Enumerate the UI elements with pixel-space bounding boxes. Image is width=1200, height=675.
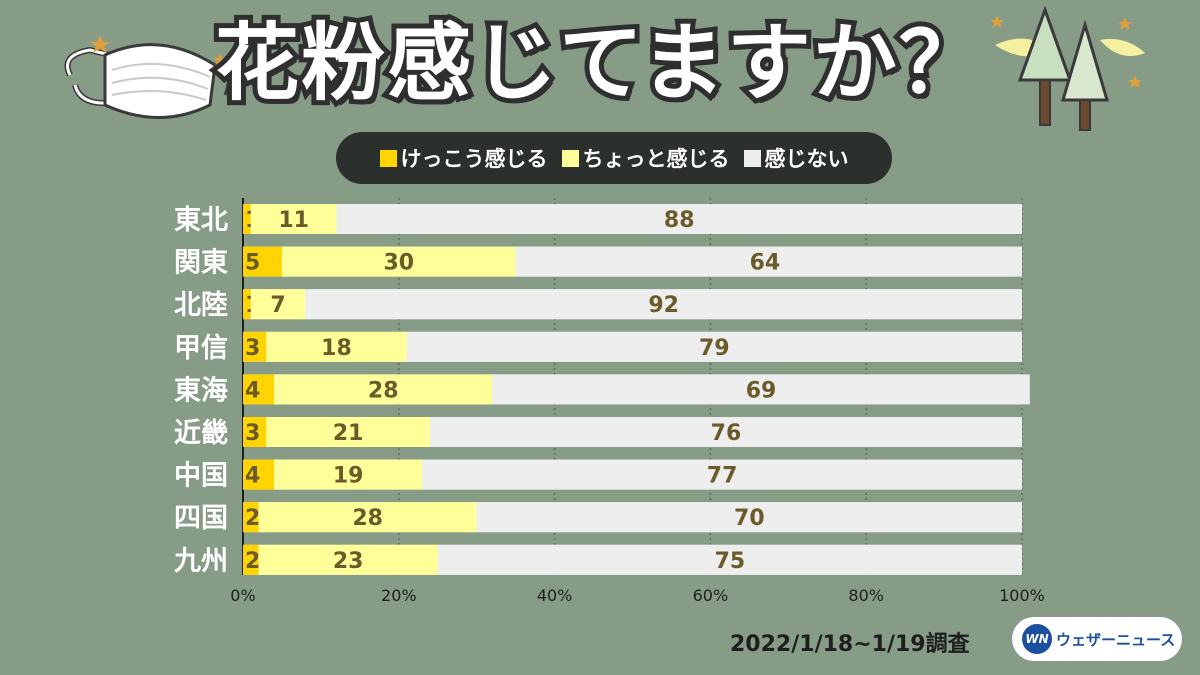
category-label: 近畿 xyxy=(174,418,228,449)
tree-illustration xyxy=(990,5,1145,131)
category-label: 東北 xyxy=(174,205,228,236)
bar-segment xyxy=(336,204,1023,234)
category-label: 東海 xyxy=(174,375,228,406)
data-label: 11 xyxy=(278,208,309,233)
category-label: 関東 xyxy=(174,248,228,279)
bar-segment xyxy=(281,246,516,277)
data-label: 21 xyxy=(333,421,364,446)
bar-segment xyxy=(243,289,251,320)
bar-segment xyxy=(243,502,259,533)
legend-label-none: 感じない xyxy=(764,147,849,171)
chart-legend: けっこう感じる ちょっと感じる 感じない xyxy=(336,132,892,184)
bar-segment xyxy=(406,331,1023,362)
data-label: 76 xyxy=(711,421,742,446)
legend-swatch-strong xyxy=(379,149,397,167)
category-label: 中国 xyxy=(174,461,228,492)
data-label: 69 xyxy=(746,378,777,403)
data-label: 92 xyxy=(648,293,679,318)
stacked-bar-chart: 1118853064179231879428693217641977228702… xyxy=(174,198,1045,605)
bar-segment xyxy=(243,374,275,405)
bar-segment xyxy=(243,204,251,234)
category-label: 甲信 xyxy=(174,333,228,364)
bar-segment xyxy=(266,331,407,362)
bar-segment xyxy=(476,502,1022,533)
bar-segment xyxy=(492,374,1030,405)
bar-segment xyxy=(243,417,267,447)
data-label: 19 xyxy=(333,464,364,489)
x-tick-label: 40% xyxy=(537,586,573,605)
bar-segment xyxy=(515,246,1015,277)
bar-segment xyxy=(243,544,259,575)
category-label: 北陸 xyxy=(174,290,228,321)
legend-item-strong: けっこう感じる xyxy=(379,143,548,173)
bar-segment xyxy=(243,459,275,490)
bar-segment xyxy=(274,374,493,405)
bar-segment xyxy=(305,289,1022,320)
brand-mark-icon: WN xyxy=(1022,624,1052,654)
bar-segment xyxy=(258,502,477,533)
bar-segment xyxy=(258,544,438,575)
bar-segment xyxy=(243,331,267,362)
legend-label-strong: けっこう感じる xyxy=(400,147,548,171)
bar-segment xyxy=(437,544,1022,575)
data-label: 64 xyxy=(750,251,781,276)
legend-item-none: 感じない xyxy=(743,143,849,173)
page-title: 花粉感じてますか？ xyxy=(210,9,988,117)
legend-swatch-none xyxy=(743,149,761,167)
data-label: 28 xyxy=(352,506,383,531)
brand-logo: WN ウェザーニュース xyxy=(1012,617,1182,661)
x-tick-label: 0% xyxy=(230,586,255,605)
data-label: 79 xyxy=(699,336,730,361)
category-label: 四国 xyxy=(174,503,228,534)
data-label: 2 xyxy=(245,506,260,531)
data-label: 18 xyxy=(321,336,352,361)
x-tick-label: 80% xyxy=(848,586,884,605)
bar-segment xyxy=(429,417,1023,447)
data-label: 4 xyxy=(245,464,260,489)
data-label: 3 xyxy=(245,336,260,361)
data-label: 30 xyxy=(383,251,414,276)
data-label: 28 xyxy=(368,378,399,403)
survey-date: 2022/1/18~1/19調査 xyxy=(730,632,970,657)
bar-segment xyxy=(266,417,430,447)
mask-illustration xyxy=(64,35,230,119)
data-label: 88 xyxy=(664,208,695,233)
data-label: 23 xyxy=(333,549,364,574)
category-label: 九州 xyxy=(174,546,228,577)
legend-item-slight: ちょっと感じる xyxy=(561,143,730,173)
bar-segment xyxy=(243,246,282,277)
data-label: 7 xyxy=(270,293,285,318)
x-tick-label: 100% xyxy=(999,586,1045,605)
data-label: 3 xyxy=(245,421,260,446)
legend-label-slight: ちょっと感じる xyxy=(582,147,730,171)
data-label: 70 xyxy=(734,506,765,531)
data-label: 4 xyxy=(245,378,260,403)
brand-name: ウェザーニュース xyxy=(1056,630,1176,649)
data-label: 5 xyxy=(245,251,260,276)
data-label: 77 xyxy=(707,464,738,489)
legend-swatch-slight xyxy=(561,149,579,167)
bar-segment xyxy=(274,459,423,490)
x-tick-label: 20% xyxy=(381,586,417,605)
bar-segment xyxy=(422,459,1022,490)
data-label: 2 xyxy=(245,549,260,574)
x-tick-label: 60% xyxy=(693,586,729,605)
data-label: 75 xyxy=(715,549,746,574)
bar-segment xyxy=(250,289,306,320)
bar-segment xyxy=(250,204,337,234)
